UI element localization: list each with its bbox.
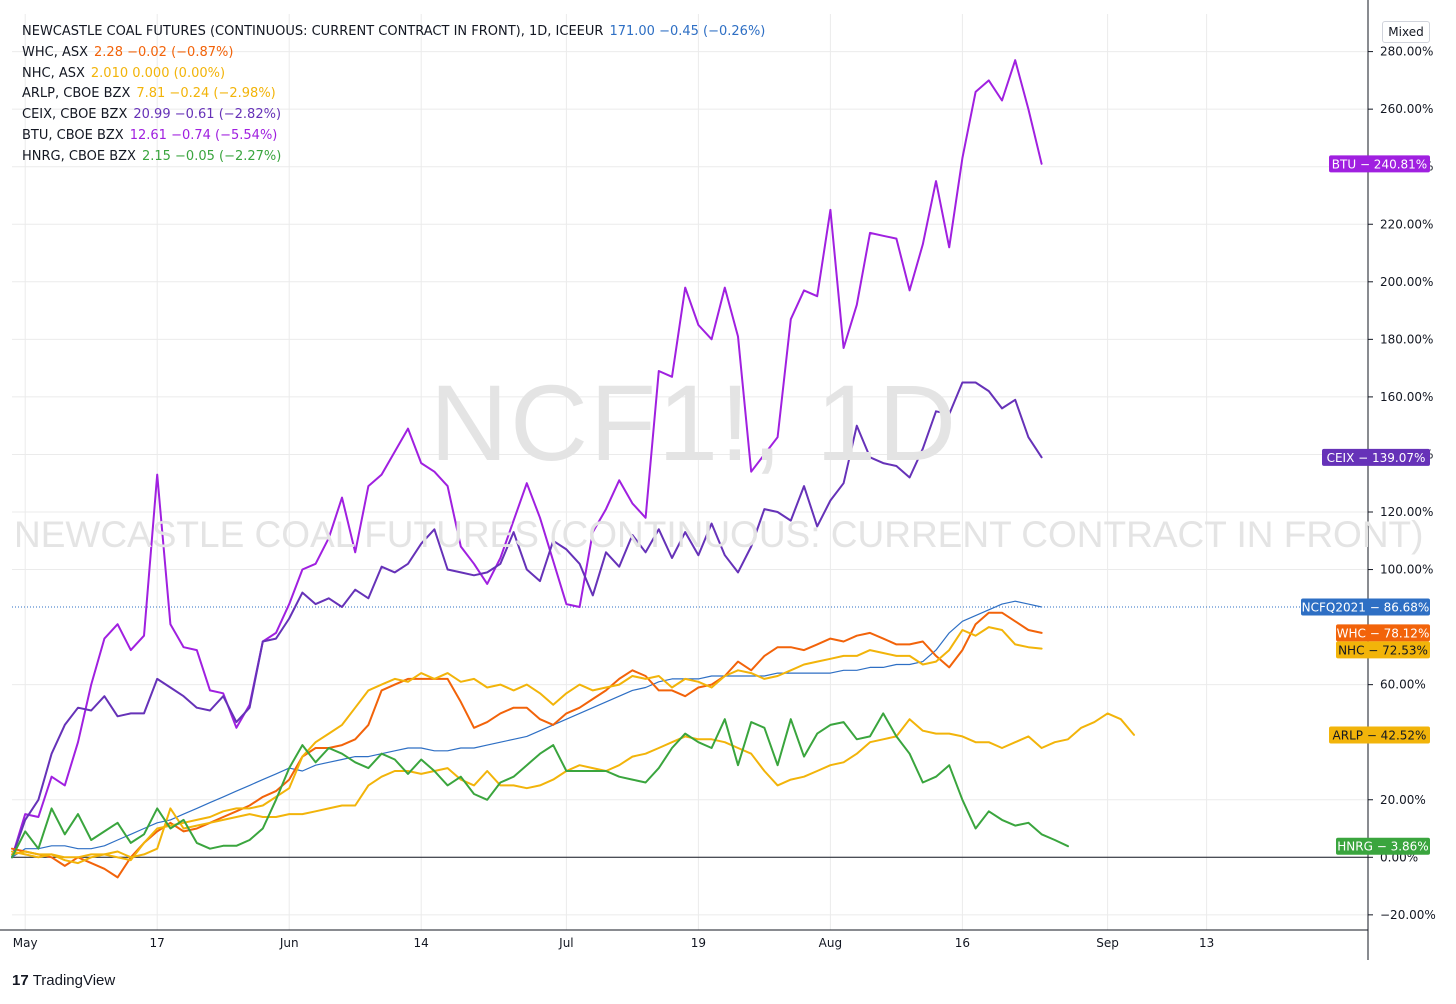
legend-value: 2.28 −0.02 (−0.87%) — [94, 44, 234, 60]
legend-label: ARLP, CBOE BZX — [22, 86, 131, 102]
y-tick-label: 180.00% — [1380, 332, 1433, 346]
legend-row-ceix[interactable]: CEIX, CBOE BZX 20.99 −0.61 (−2.82%) — [22, 105, 765, 126]
footer-branding[interactable]: 17 TradingView — [12, 972, 115, 989]
legend-main-title: NEWCASTLE COAL FUTURES (CONTINUOUS: CURR… — [22, 24, 604, 39]
y-tick-label: 200.00% — [1380, 275, 1433, 289]
legend-row-btu[interactable]: BTU, CBOE BZX 12.61 −0.74 (−5.54%) — [22, 126, 765, 147]
series-line-ncfq2021 — [11, 600, 1043, 858]
series-line-btu — [11, 59, 1043, 859]
y-tick-label: 20.00% — [1380, 793, 1426, 807]
series-line-arlp — [11, 712, 1135, 865]
last-value-tag-whc — [1336, 624, 1430, 642]
legend-label: BTU, CBOE BZX — [22, 127, 124, 143]
series-line-ceix — [11, 381, 1043, 859]
legend-value: 2.15 −0.05 (−2.27%) — [141, 148, 282, 164]
x-tick-label: 13 — [1199, 936, 1214, 950]
x-tick-label: 16 — [955, 936, 970, 950]
legend-row-nhc[interactable]: NHC, ASX 2.010 0.000 (0.00%) — [22, 64, 765, 85]
y-tick-label: 220.00% — [1380, 217, 1433, 231]
last-value-tag-hnrg — [1336, 837, 1430, 855]
x-tick-label: Jun — [279, 936, 299, 950]
legend-label: CEIX, CBOE BZX — [22, 107, 128, 123]
legend-row-hnrg[interactable]: HNRG, CBOE BZX 2.15 −0.05 (−2.27%) — [22, 147, 765, 168]
y-tick-label: 60.00% — [1380, 678, 1426, 692]
x-tick-label: Jul — [558, 936, 573, 950]
series-line-nhc — [11, 626, 1043, 862]
x-tick-label: May — [13, 936, 38, 950]
y-tick-label: 260.00% — [1380, 102, 1433, 116]
legend-value: 12.61 −0.74 (−5.54%) — [129, 127, 278, 143]
brand-name: TradingView — [32, 972, 116, 989]
legend-value: 7.81 −0.24 (−2.98%) — [136, 86, 276, 102]
legend-row-arlp[interactable]: ARLP, CBOE BZX 7.81 −0.24 (−2.98%) — [22, 84, 765, 105]
last-value-label: HNRG − 3.86% — [1337, 840, 1428, 854]
legend-label: WHC, ASX — [22, 44, 89, 60]
legend-main-row[interactable]: NEWCASTLE COAL FUTURES (CONTINUOUS: CURR… — [22, 22, 765, 43]
scale-mode-button[interactable]: Mixed — [1382, 21, 1430, 43]
legend-value: 2.010 0.000 (0.00%) — [90, 65, 226, 81]
legend-label: NHC, ASX — [22, 65, 85, 81]
legend-label: HNRG, CBOE BZX — [22, 148, 136, 164]
last-value-label: NCFQ2021 − 86.68% — [1302, 600, 1430, 614]
last-value-tag-btu — [1329, 155, 1430, 173]
y-tick-label: 160.00% — [1380, 390, 1433, 404]
x-tick-label: Aug — [819, 936, 842, 950]
x-tick-label: Sep — [1096, 936, 1119, 950]
last-value-tag-arlp — [1329, 726, 1430, 744]
x-tick-label: 19 — [691, 936, 706, 950]
series-line-whc — [11, 611, 1043, 879]
last-value-label: BTU − 240.81% — [1332, 157, 1427, 171]
last-value-tag-nhc — [1336, 641, 1430, 659]
y-tick-label: 280.00% — [1380, 45, 1433, 59]
legend-value: 20.99 −0.61 (−2.82%) — [133, 107, 282, 123]
legend-row-whc[interactable]: WHC, ASX 2.28 −0.02 (−0.87%) — [22, 43, 765, 64]
last-value-label: NHC − 72.53% — [1338, 643, 1428, 657]
tradingview-logo-icon: 17 — [12, 972, 29, 989]
last-value-tag-ncfq2021 — [1301, 598, 1430, 616]
watermark-symbol: NCF1!, 1D — [430, 362, 959, 483]
last-value-tag-ceix — [1322, 448, 1430, 466]
watermark-description: NEWCASTLE COAL FUTURES (CONTINUOUS: CURR… — [14, 514, 1424, 555]
y-tick-label: 100.00% — [1380, 563, 1433, 577]
last-value-label: WHC − 78.12% — [1337, 626, 1430, 640]
y-tick-label: 120.00% — [1380, 505, 1433, 519]
y-tick-label: −20.00% — [1380, 908, 1436, 922]
last-value-label: ARLP − 42.52% — [1333, 728, 1427, 742]
x-tick-label: 17 — [150, 936, 165, 950]
x-tick-label: 14 — [414, 936, 429, 950]
legend-main-value: 171.00 −0.45 (−0.26%) — [609, 24, 766, 39]
last-value-label: CEIX − 139.07% — [1327, 451, 1426, 465]
legend: NEWCASTLE COAL FUTURES (CONTINUOUS: CURR… — [22, 22, 765, 168]
series-line-hnrg — [11, 712, 1069, 859]
